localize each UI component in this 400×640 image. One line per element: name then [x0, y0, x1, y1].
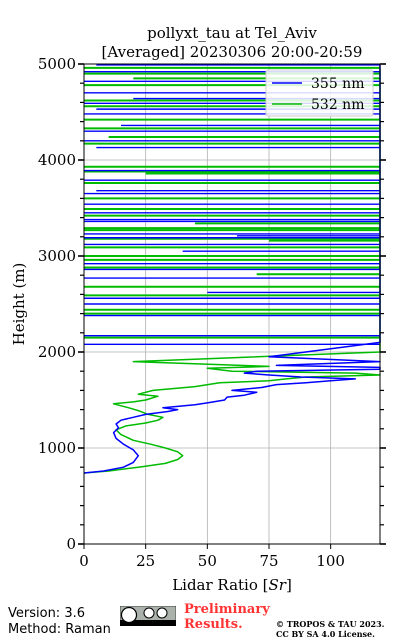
x-axis-label-suffix: ]	[286, 576, 292, 594]
preliminary-line2: Results.	[184, 617, 243, 632]
y-tick-label: 3000	[38, 247, 76, 265]
copyright-notice: © TROPOS & TAU 2023. CC BY SA 4.0 Licens…	[276, 619, 384, 639]
y-tick-label: 2000	[38, 343, 76, 361]
legend: 355 nm 532 nm	[265, 69, 374, 117]
y-tick-label: 1000	[38, 439, 76, 457]
chart-title-line1: pollyxt_tau at Tel_Aviv	[147, 24, 317, 42]
copyright-line2: CC BY SA 4.0 License.	[276, 629, 375, 639]
x-tick-label: 50	[198, 552, 217, 570]
footer-info: Version: 3.6 Method: Raman	[8, 606, 111, 638]
preliminary-notice: Preliminary Results.	[184, 602, 270, 632]
x-tick-label: 100	[316, 552, 345, 570]
legend-label-355: 355 nm	[311, 76, 364, 92]
series-line-355-nm	[83, 65, 381, 474]
plot-frame	[83, 63, 381, 545]
x-tick-label: 25	[136, 552, 155, 570]
chart-title-line2: [Averaged] 20230306 20:00-20:59	[102, 43, 363, 61]
x-axis-label: Lidar Ratio [Sr]	[172, 576, 292, 594]
y-axis-label: Height (m)	[10, 263, 28, 346]
y-tick-label: 0	[66, 535, 76, 553]
copyright-line1: © TROPOS & TAU 2023.	[276, 619, 385, 629]
method-text: Method: Raman	[8, 622, 111, 637]
data-lines	[83, 64, 381, 474]
cc-by-sa-icon	[120, 606, 176, 626]
series-line-532-nm	[83, 68, 381, 474]
x-tick-label: 75	[259, 552, 278, 570]
version-text: Version: 3.6	[8, 606, 85, 621]
x-tick-label: 0	[79, 552, 89, 570]
x-axis-label-prefix: Lidar Ratio [	[172, 576, 268, 594]
preliminary-line1: Preliminary	[184, 602, 270, 617]
y-tick-label: 5000	[38, 55, 76, 73]
x-axis-label-unit: Sr	[269, 576, 287, 594]
legend-label-532: 532 nm	[311, 97, 364, 113]
y-tick-label: 4000	[38, 151, 76, 169]
